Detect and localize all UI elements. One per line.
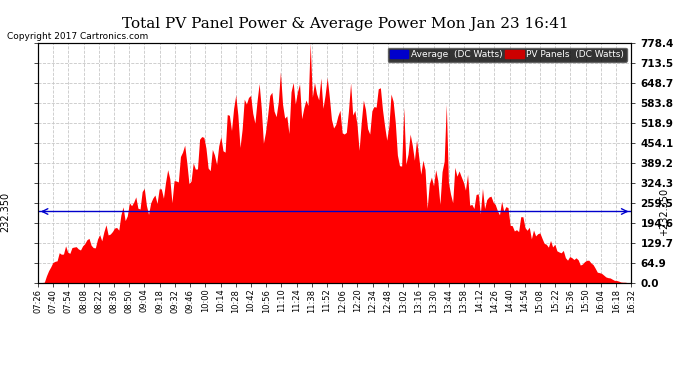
Text: Copyright 2017 Cartronics.com: Copyright 2017 Cartronics.com (7, 32, 148, 41)
Text: +232.350: +232.350 (659, 188, 669, 236)
Legend: Average  (DC Watts), PV Panels  (DC Watts): Average (DC Watts), PV Panels (DC Watts) (388, 48, 627, 62)
Text: 232.350: 232.350 (0, 191, 10, 231)
Text: Total PV Panel Power & Average Power Mon Jan 23 16:41: Total PV Panel Power & Average Power Mon… (121, 17, 569, 31)
